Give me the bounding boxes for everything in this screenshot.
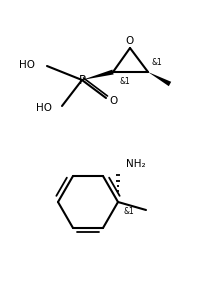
Text: HO: HO <box>36 103 52 113</box>
Text: O: O <box>109 96 117 106</box>
Text: P: P <box>78 73 86 86</box>
Polygon shape <box>82 70 114 80</box>
Text: &1: &1 <box>119 77 130 86</box>
Text: HO: HO <box>19 60 35 70</box>
Text: &1: &1 <box>123 207 134 216</box>
Text: &1: &1 <box>151 58 162 67</box>
Text: O: O <box>126 36 134 46</box>
Polygon shape <box>148 72 171 86</box>
Text: NH₂: NH₂ <box>126 159 146 169</box>
